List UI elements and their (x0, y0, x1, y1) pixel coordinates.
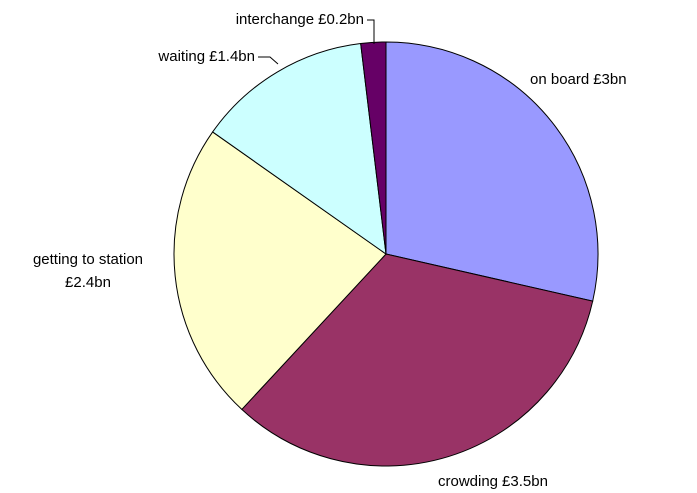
slice-label: interchange £0.2bn (236, 11, 364, 28)
value-label: £0.2bn (318, 11, 364, 28)
value-label: £3bn (593, 71, 626, 88)
value-label: £2.4bn (65, 274, 111, 291)
pie-slice (241, 253, 594, 467)
leader-line (367, 19, 375, 44)
category-name: interchange (236, 11, 314, 28)
slice-label: on board £3bn (530, 71, 627, 88)
pie-slice (385, 41, 599, 302)
category-name: getting to station (33, 251, 143, 268)
value-label: £3.5bn (502, 473, 548, 490)
slice-label: getting to station £2.4bn (33, 251, 143, 291)
category-name: on board (530, 71, 589, 88)
slice-label: waiting £1.4bn (157, 48, 255, 65)
leader-line (258, 56, 279, 65)
value-label: £1.4bn (209, 48, 255, 65)
slice-label: crowding £3.5bn (438, 473, 548, 490)
category-name: waiting (157, 48, 205, 65)
category-name: crowding (438, 473, 498, 490)
pie-slice (211, 42, 387, 256)
pie-slice (173, 131, 387, 411)
pie-slice (360, 41, 387, 255)
